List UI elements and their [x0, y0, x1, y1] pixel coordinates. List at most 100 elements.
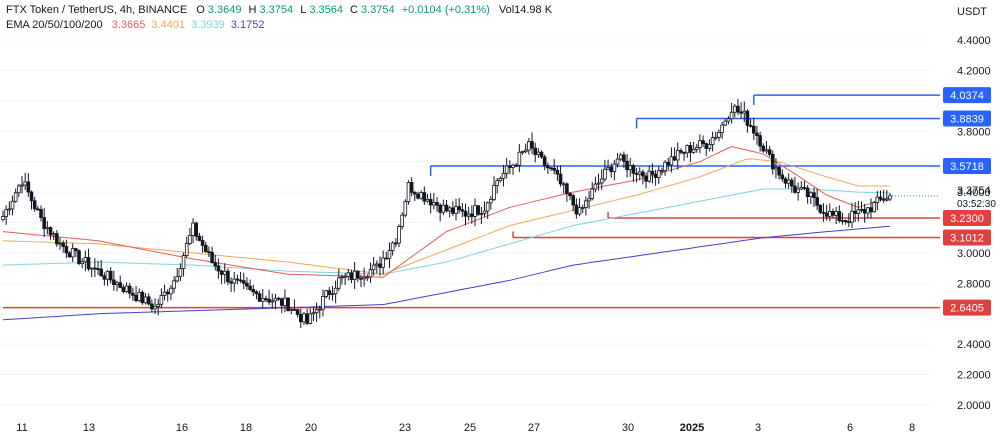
candle[interactable]	[701, 135, 705, 147]
candle[interactable]	[584, 196, 588, 216]
candle[interactable]	[878, 190, 883, 202]
candle[interactable]	[213, 254, 218, 271]
candle[interactable]	[843, 219, 848, 225]
candle[interactable]	[93, 258, 97, 278]
candle[interactable]	[58, 237, 62, 250]
candle[interactable]	[232, 272, 237, 292]
candle[interactable]	[675, 142, 680, 170]
candle[interactable]	[67, 251, 72, 258]
candle[interactable]	[786, 173, 791, 189]
candle[interactable]	[625, 154, 629, 178]
candle[interactable]	[571, 193, 576, 212]
support-level[interactable]	[607, 211, 940, 219]
candle[interactable]	[549, 166, 553, 172]
candle[interactable]	[146, 293, 151, 306]
candle[interactable]	[672, 147, 677, 162]
candle[interactable]	[194, 221, 199, 241]
candle[interactable]	[270, 293, 275, 309]
candle[interactable]	[7, 201, 12, 216]
candle[interactable]	[508, 160, 512, 175]
candle[interactable]	[770, 150, 775, 175]
candle[interactable]	[542, 154, 547, 171]
candle[interactable]	[666, 157, 671, 170]
candle[interactable]	[32, 196, 37, 212]
candle[interactable]	[796, 182, 800, 201]
candle[interactable]	[761, 143, 766, 153]
candle[interactable]	[178, 263, 183, 282]
candle[interactable]	[378, 256, 382, 276]
candle[interactable]	[302, 312, 306, 325]
candle[interactable]	[644, 172, 648, 189]
candle[interactable]	[704, 142, 709, 157]
candle[interactable]	[26, 173, 31, 197]
candle[interactable]	[482, 201, 487, 217]
candle[interactable]	[631, 163, 636, 182]
candle[interactable]	[346, 268, 351, 281]
candle[interactable]	[20, 175, 24, 194]
candle[interactable]	[175, 267, 180, 283]
candle[interactable]	[698, 134, 702, 154]
candle[interactable]	[463, 203, 468, 226]
candle[interactable]	[720, 121, 724, 139]
candle[interactable]	[495, 177, 499, 194]
candle[interactable]	[327, 286, 332, 300]
candle[interactable]	[159, 288, 164, 309]
candle[interactable]	[317, 305, 322, 319]
candle[interactable]	[862, 203, 867, 223]
candle[interactable]	[580, 204, 585, 214]
candle[interactable]	[599, 169, 604, 190]
candle[interactable]	[1, 210, 5, 222]
candle[interactable]	[330, 286, 335, 301]
candle[interactable]	[143, 293, 148, 305]
candle[interactable]	[184, 236, 189, 259]
candle[interactable]	[520, 150, 525, 155]
candle[interactable]	[131, 287, 135, 301]
candle[interactable]	[847, 212, 851, 228]
candle[interactable]	[55, 230, 59, 247]
candle[interactable]	[61, 240, 65, 253]
candle[interactable]	[739, 102, 743, 119]
candle[interactable]	[454, 198, 458, 221]
candle[interactable]	[210, 246, 214, 264]
candle[interactable]	[856, 200, 861, 222]
candle[interactable]	[713, 131, 718, 141]
candle[interactable]	[596, 173, 601, 191]
candle[interactable]	[428, 193, 433, 214]
candle[interactable]	[222, 263, 227, 284]
candle[interactable]	[321, 289, 325, 317]
candle[interactable]	[679, 148, 683, 155]
candle[interactable]	[121, 284, 126, 294]
candle[interactable]	[587, 191, 591, 209]
candle[interactable]	[165, 289, 170, 302]
candle[interactable]	[219, 269, 224, 284]
candle[interactable]	[435, 197, 439, 212]
candle[interactable]	[36, 205, 40, 211]
candle[interactable]	[115, 280, 119, 292]
candle[interactable]	[663, 159, 667, 176]
candle[interactable]	[207, 246, 211, 258]
candle[interactable]	[292, 299, 297, 311]
candle[interactable]	[387, 242, 392, 269]
candle[interactable]	[10, 195, 15, 216]
candle[interactable]	[875, 191, 880, 211]
candle[interactable]	[748, 118, 753, 128]
candle[interactable]	[511, 163, 515, 175]
candle[interactable]	[134, 285, 138, 303]
candle[interactable]	[188, 228, 192, 246]
candle[interactable]	[793, 176, 797, 194]
candle[interactable]	[647, 165, 652, 183]
candle[interactable]	[590, 181, 595, 201]
candle[interactable]	[83, 250, 88, 272]
candle[interactable]	[203, 241, 208, 253]
resistance-level[interactable]	[635, 117, 940, 129]
candle[interactable]	[694, 143, 699, 153]
candle[interactable]	[365, 274, 370, 282]
candle[interactable]	[137, 288, 142, 303]
candle[interactable]	[650, 163, 655, 184]
candle[interactable]	[283, 289, 287, 313]
candle[interactable]	[276, 296, 281, 301]
candle[interactable]	[685, 144, 690, 158]
candle[interactable]	[226, 268, 230, 286]
candle[interactable]	[707, 139, 712, 152]
